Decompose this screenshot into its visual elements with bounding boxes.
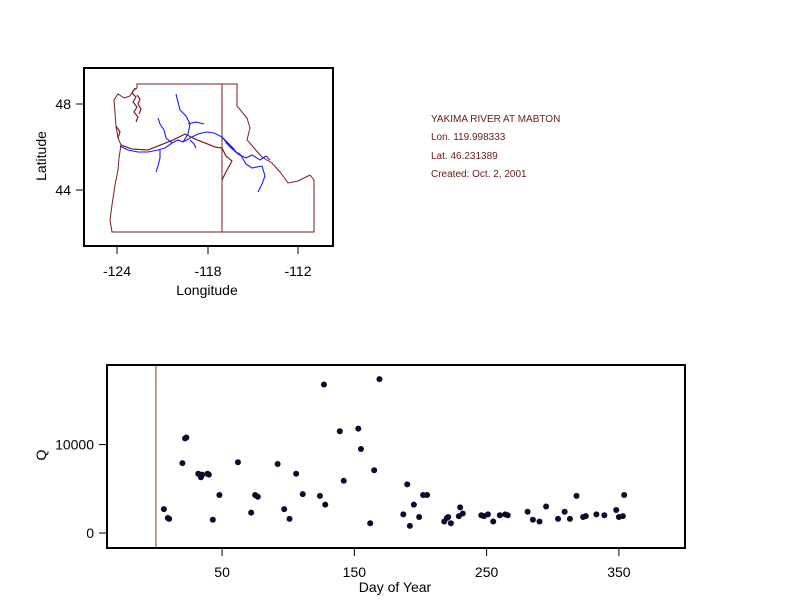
- map-ytick-label-1: 48: [55, 96, 71, 112]
- data-point-66: [613, 506, 620, 513]
- station-lon: Lon. 119.998333: [431, 132, 506, 143]
- data-point-60: [566, 515, 573, 522]
- data-point-32: [376, 376, 383, 383]
- data-point-58: [555, 515, 562, 522]
- scatter-ytick-labels: 0 10000: [55, 437, 94, 541]
- snake-upper: [239, 153, 266, 193]
- data-point-1: [160, 506, 167, 513]
- data-point-35: [406, 522, 413, 529]
- station-info: YAKIMA RIVER AT MABTON Lon. 119.998333 L…: [431, 114, 560, 180]
- data-point-18: [274, 461, 281, 468]
- data-point-63: [582, 513, 589, 520]
- snake-river: [221, 136, 271, 161]
- data-point-15: [248, 509, 255, 516]
- data-point-42: [445, 514, 452, 521]
- spokane-river: [187, 121, 205, 125]
- data-point-31: [371, 467, 378, 474]
- data-point-13: [216, 491, 223, 498]
- clearwater-river: [225, 142, 237, 153]
- data-point-43: [447, 520, 454, 527]
- rivers: [119, 93, 271, 193]
- data-point-26: [336, 428, 343, 435]
- data-point-56: [536, 518, 543, 525]
- data-point-53: [504, 512, 511, 519]
- data-point-28: [355, 425, 362, 432]
- data-point-57: [543, 503, 550, 510]
- scatter-ytick-label-1: 0: [86, 525, 94, 541]
- data-point-55: [529, 516, 536, 523]
- data-point-68: [619, 513, 626, 520]
- data-point-21: [293, 470, 300, 477]
- map-ytick-label-2: 44: [55, 182, 71, 198]
- data-point-61: [573, 492, 580, 499]
- data-point-3: [166, 515, 173, 522]
- data-point-45: [457, 504, 464, 511]
- idaho-outline: [221, 83, 315, 233]
- state-boundaries: [109, 83, 315, 233]
- data-point-69: [621, 491, 628, 498]
- data-point-33: [400, 511, 407, 518]
- data-point-6: [183, 434, 190, 441]
- data-point-9: [199, 471, 206, 478]
- map-ylabel: Latitude: [33, 131, 49, 181]
- scatter-xlabel: Day of Year: [359, 579, 432, 595]
- data-point-17: [254, 493, 261, 500]
- scatter-points: [160, 376, 628, 529]
- deschutes-river: [189, 139, 197, 149]
- map-xtick-label-3: -112: [285, 263, 312, 279]
- data-point-20: [286, 515, 293, 522]
- oregon-outline: [109, 133, 233, 233]
- data-point-19: [281, 506, 288, 513]
- scatter-ytick-label-2: 10000: [55, 437, 94, 453]
- columbia-river: [119, 131, 241, 155]
- scatter-xtick-label-2: 150: [343, 564, 367, 580]
- scatter-panel: 50 150 250 350 0 10000 Day of Year Q: [33, 364, 686, 595]
- scatter-xtick-label-1: 50: [214, 564, 230, 580]
- data-point-50: [490, 518, 497, 525]
- scatter-xtick-label-4: 350: [607, 564, 631, 580]
- data-point-51: [496, 512, 503, 519]
- yakima-river: [157, 117, 173, 144]
- upper-columbia: [175, 93, 191, 143]
- data-point-29: [357, 445, 364, 452]
- puget-sound: [115, 87, 142, 139]
- data-point-59: [561, 508, 568, 515]
- map-axes: [76, 103, 299, 254]
- data-point-24: [320, 381, 327, 388]
- station-name: YAKIMA RIVER AT MABTON: [431, 114, 560, 125]
- data-point-27: [340, 477, 347, 484]
- data-point-30: [367, 520, 374, 527]
- willamette-river: [155, 150, 161, 173]
- data-point-46: [459, 510, 466, 517]
- data-point-4: [179, 460, 186, 467]
- data-point-49: [484, 511, 491, 518]
- map-xtick-label-2: -118: [195, 263, 222, 279]
- data-point-14: [234, 459, 241, 466]
- map-xtick-label-1: -124: [103, 263, 131, 279]
- data-point-65: [601, 512, 608, 519]
- scatter-frame: [106, 364, 686, 549]
- data-point-39: [424, 491, 431, 498]
- data-point-12: [209, 516, 216, 523]
- station-created: Created: Oct. 2, 2001: [431, 169, 527, 180]
- data-point-64: [593, 511, 600, 518]
- map-panel: -124 -118 -112 48 44 Longitude Latitude: [33, 67, 334, 298]
- data-point-11: [205, 471, 212, 478]
- data-point-23: [316, 492, 323, 499]
- data-point-36: [410, 501, 417, 508]
- data-point-37: [416, 514, 423, 521]
- data-point-22: [299, 491, 306, 498]
- scatter-xticks: [221, 548, 620, 556]
- scatter-xtick-labels: 50 150 250 350: [214, 564, 630, 580]
- scatter-xtick-label-3: 250: [475, 564, 499, 580]
- data-point-54: [524, 508, 531, 515]
- station-lat: Lat. 46.231389: [431, 151, 498, 162]
- map-xlabel: Longitude: [176, 282, 238, 298]
- data-point-34: [404, 481, 411, 488]
- map-frame: [83, 67, 334, 247]
- data-point-25: [322, 501, 329, 508]
- scatter-yticks: [99, 444, 107, 534]
- scatter-ylabel: Q: [33, 449, 49, 460]
